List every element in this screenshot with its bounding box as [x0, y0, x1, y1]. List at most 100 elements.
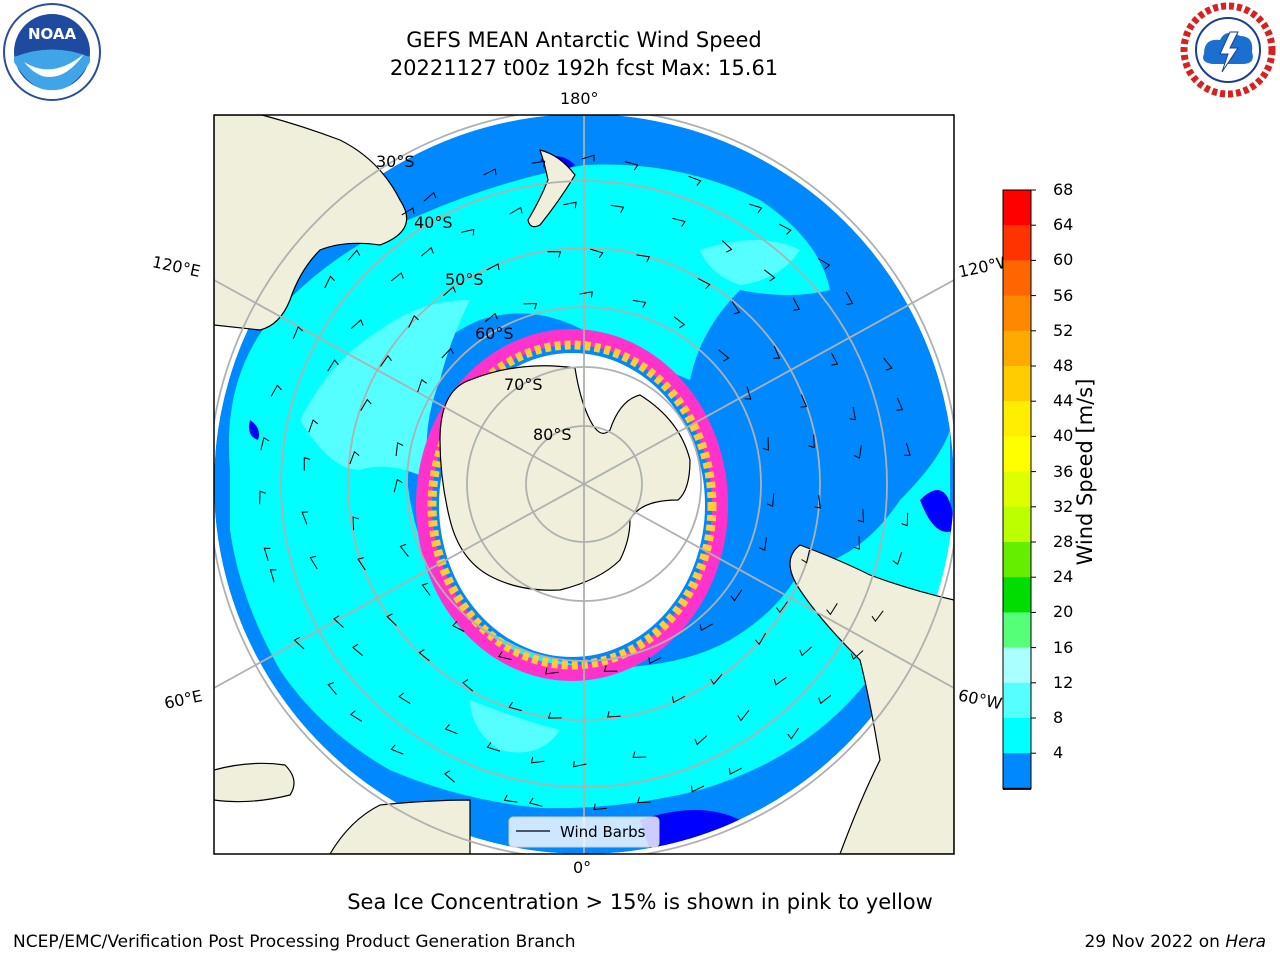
- wind-barb: [610, 204, 625, 213]
- wind-barb: [775, 601, 788, 614]
- wind-barb: [694, 735, 708, 746]
- wind-barb: [779, 223, 792, 235]
- land-masses: [214, 115, 954, 854]
- wind-barb: [303, 456, 311, 471]
- wind-barb: [324, 275, 335, 289]
- lon-label-180: 180°: [560, 89, 599, 108]
- wind-barb: [581, 154, 595, 162]
- colorbar-tick-label: 32: [1053, 496, 1074, 516]
- wind-barb: [721, 240, 733, 253]
- wind-barb: [579, 291, 593, 298]
- noaa-logo-text: NOAA: [28, 25, 77, 43]
- australia: [214, 115, 408, 331]
- colorbar-tick-label: 36: [1053, 461, 1074, 481]
- wind-barb: [845, 291, 854, 305]
- legend-label: Wind Barbs: [560, 823, 646, 841]
- wind-barb: [648, 657, 662, 665]
- noaa-logo-icon: NOAA: [3, 3, 101, 101]
- wind-barb: [853, 536, 860, 550]
- wind-barb: [451, 621, 465, 632]
- wind-barb: [503, 794, 518, 803]
- colorbar-tick-label: 8: [1053, 708, 1064, 727]
- wind-barb: [423, 191, 437, 202]
- wind-barb: [593, 803, 607, 811]
- colorbar-segment: [1003, 682, 1031, 719]
- wind-barb: [883, 357, 893, 371]
- wind-barb: [699, 623, 713, 632]
- colorbar-segment: [1003, 260, 1031, 297]
- wind-barb: [904, 442, 911, 456]
- colorbar-tick-label: 56: [1053, 285, 1074, 305]
- wind-barb: [773, 676, 787, 686]
- wind-barb: [352, 516, 359, 531]
- graticule: [214, 115, 954, 854]
- wind-barb: [853, 445, 862, 459]
- wind-barb: [637, 796, 651, 804]
- wind-barb: [603, 665, 618, 672]
- map-frame: [213, 114, 955, 855]
- colorbar-segment: [1003, 542, 1031, 578]
- lon-label-0: 0°: [573, 858, 592, 877]
- chart-title-line2: 20221127 t00z 192h fcst Max: 15.61: [389, 56, 779, 80]
- wind-barb: [547, 251, 562, 258]
- wind-barb: [624, 161, 639, 171]
- wind-barb: [754, 632, 767, 646]
- wind-barb: [462, 679, 474, 692]
- lat-label-80s: 80°S: [533, 425, 572, 444]
- wind-barb: [857, 509, 865, 523]
- wind-barb: [673, 316, 686, 329]
- colorbar-tick-label: 12: [1053, 672, 1074, 692]
- colorbar-tick-label: 60: [1053, 250, 1074, 270]
- wind-barb: [327, 359, 339, 372]
- wind-barb: [260, 436, 270, 451]
- wind-barb: [792, 297, 801, 311]
- wind-barb: [486, 742, 501, 752]
- wind-barb: [800, 394, 808, 408]
- wind-barbs: [259, 154, 911, 811]
- madagascar: [214, 762, 295, 803]
- wind-barb: [418, 649, 430, 662]
- wind-barb: [460, 228, 475, 236]
- wind-barb: [417, 378, 427, 393]
- wind-barb: [787, 727, 800, 740]
- colorbar: [1002, 189, 1036, 790]
- wind-barb: [350, 319, 364, 329]
- wind-barb: [773, 345, 781, 359]
- wind-barb: [697, 278, 711, 290]
- colorbar-segment: [1003, 612, 1031, 649]
- wind-barb: [483, 168, 497, 176]
- wind-barb: [360, 398, 372, 411]
- wind-barb: [672, 217, 686, 227]
- wind-barb: [528, 797, 543, 807]
- new-zealand: [527, 149, 576, 228]
- wind-barb: [730, 589, 743, 602]
- wind-barb: [718, 349, 730, 362]
- wind-barb: [309, 555, 318, 569]
- wind-barb: [744, 386, 752, 400]
- colorbar-segment: [1003, 225, 1031, 261]
- wind-barb: [301, 511, 309, 525]
- wind-barb: [486, 263, 500, 271]
- wind-barb: [386, 613, 397, 626]
- colorbar-segment: [1003, 366, 1031, 402]
- wind-barb: [259, 490, 266, 505]
- lat-label-30s: 30°S: [376, 152, 415, 171]
- wind-barb: [850, 650, 864, 661]
- wind-barb: [830, 352, 839, 366]
- wind-barb: [401, 207, 415, 216]
- wind-barb: [269, 569, 277, 583]
- lat-label-60s: 60°S: [475, 324, 514, 343]
- colorbar-segment: [1003, 506, 1031, 543]
- wind-barb: [420, 246, 434, 257]
- colorbar-frame: [1002, 189, 1032, 789]
- wind-barb: [801, 549, 810, 564]
- wind-barb: [818, 694, 832, 705]
- footer-timestamp: 29 Nov 2022 on Hera: [1084, 932, 1266, 952]
- colorbar-segment: [1003, 436, 1031, 473]
- wind-barb: [731, 301, 741, 315]
- wind-barb: [606, 711, 621, 718]
- wind-barb: [398, 692, 411, 704]
- wind-barb: [498, 651, 512, 661]
- footer-credit: NCEP/EMC/Verification Post Processing Pr…: [13, 932, 576, 952]
